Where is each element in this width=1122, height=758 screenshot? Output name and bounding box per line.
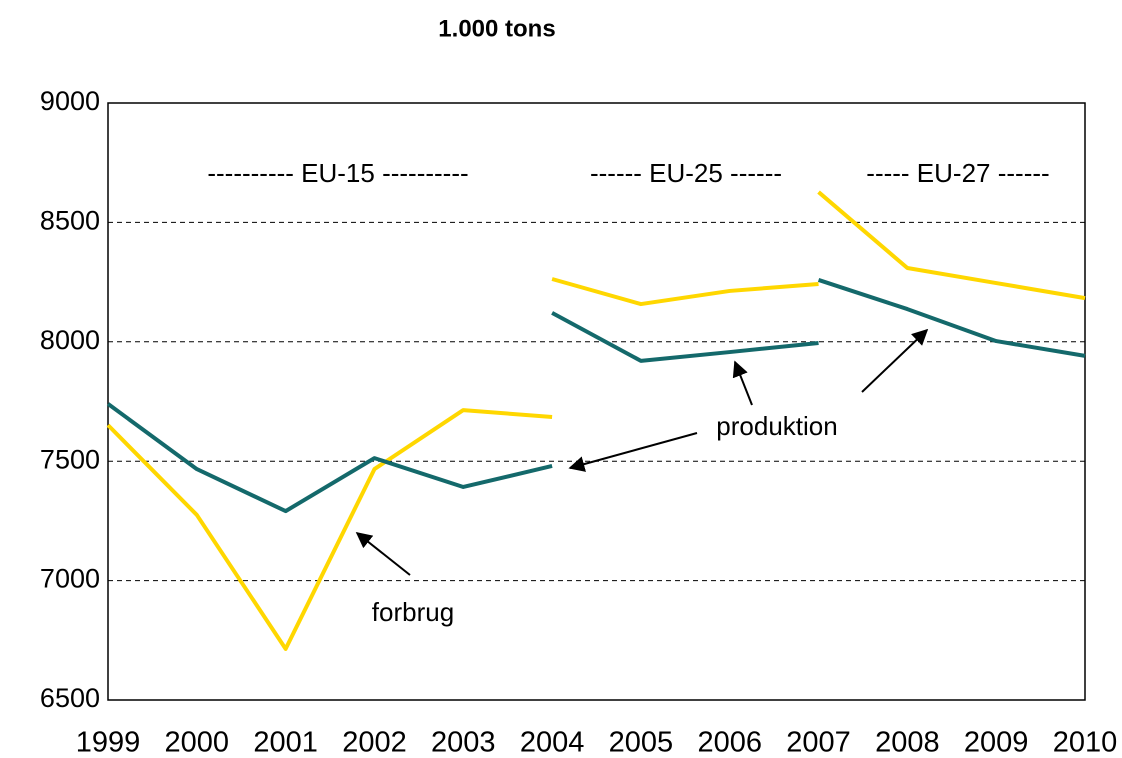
- x-tick-label: 2005: [609, 727, 674, 758]
- x-tick-label: 2010: [1053, 727, 1118, 758]
- annotation: ---------- EU-15 ----------: [207, 158, 468, 188]
- y-tick-label: 7000: [40, 564, 100, 594]
- chart-title: 1.000 tons: [438, 15, 555, 42]
- x-tick-label: 2009: [964, 727, 1029, 758]
- annotation: forbrug: [372, 597, 454, 627]
- y-tick-label: 8000: [40, 325, 100, 355]
- annotation: ------ EU-25 ------: [590, 158, 782, 188]
- arrows: [355, 328, 929, 576]
- y-tick-label: 8500: [40, 206, 100, 236]
- x-tick-label: 2001: [253, 727, 318, 758]
- y-tick-label: 6500: [40, 683, 100, 713]
- y-tick-label: 7500: [40, 444, 100, 474]
- x-tick-label: 2004: [520, 727, 585, 758]
- line: [551, 311, 819, 363]
- line: [106, 408, 553, 651]
- line: [817, 190, 1086, 301]
- x-tick-label: 2007: [786, 727, 851, 758]
- x-tick-label: 2003: [431, 727, 496, 758]
- x-tick-label: 2008: [875, 727, 940, 758]
- y-tick-label: 9000: [40, 86, 100, 116]
- annotation: produktion: [716, 411, 837, 441]
- line: [106, 402, 553, 514]
- x-tick-label: 2002: [342, 727, 407, 758]
- line: [817, 278, 1086, 358]
- x-tick-label: 2000: [165, 727, 230, 758]
- annotation: ----- EU-27 ------: [866, 158, 1049, 188]
- x-tick-label: 1999: [76, 727, 141, 758]
- plot-area: [107, 102, 1086, 701]
- x-tick-label: 2006: [697, 727, 762, 758]
- line: [551, 277, 819, 307]
